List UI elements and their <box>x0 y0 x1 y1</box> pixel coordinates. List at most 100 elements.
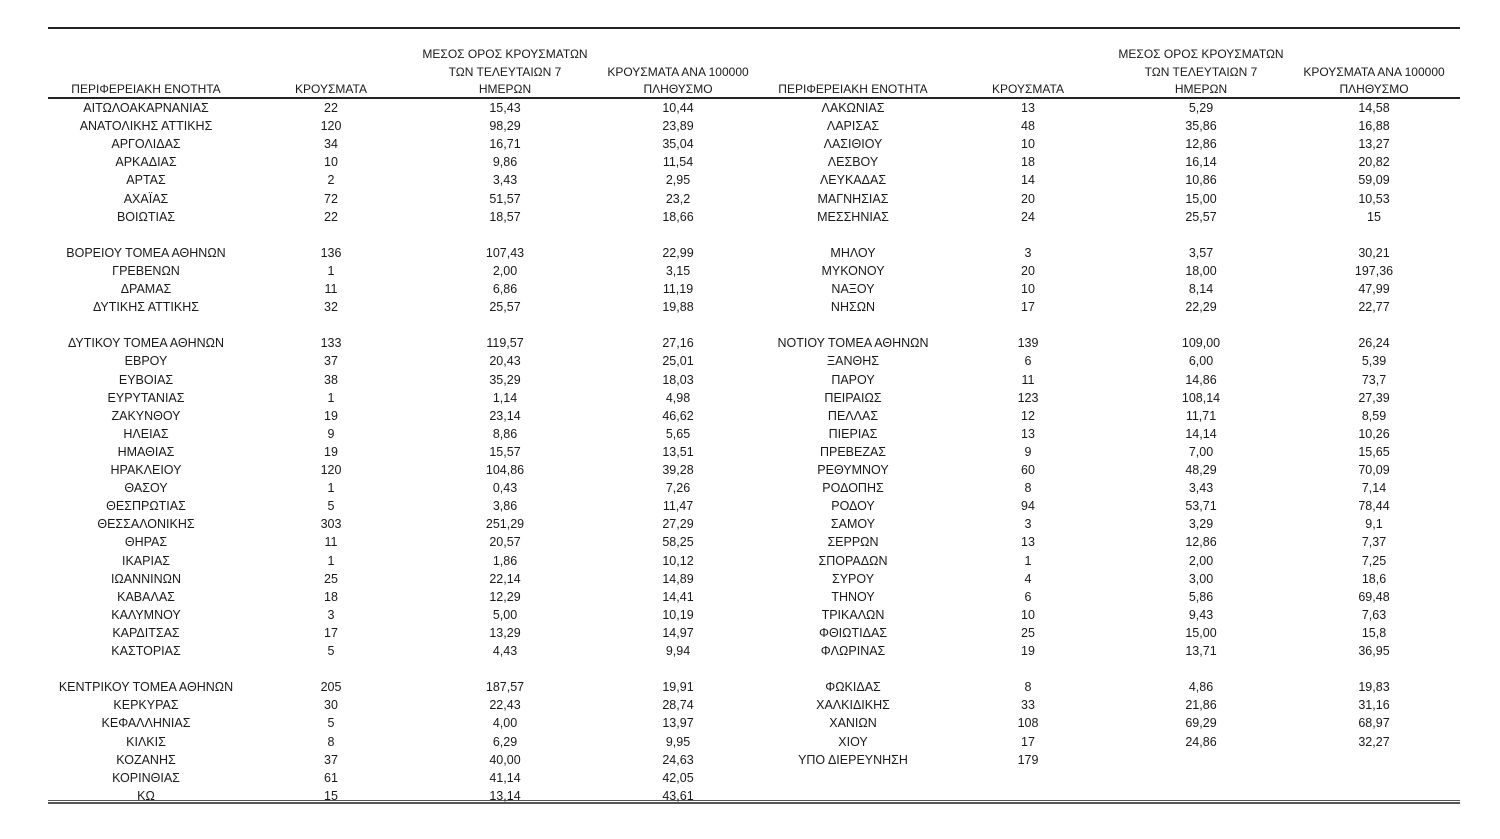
right-cases-cell: 20 <box>1021 263 1035 278</box>
right-avg-7day-cell: 108,14 <box>1181 390 1221 405</box>
right-cases-cell: 139 <box>1017 336 1039 351</box>
left-cases-cell: 5 <box>327 716 335 731</box>
left-per100k-cell: 10,19 <box>662 607 694 622</box>
right-avg-7day-cell: 8,14 <box>1188 282 1214 296</box>
left-cases-cell: 34 <box>324 137 338 152</box>
left-cases-cell: 30 <box>324 698 338 713</box>
left-per100k-cell: 3,15 <box>665 263 691 278</box>
left-region-cell: ΚΑΡΔΙΤΣΑΣ <box>112 625 180 640</box>
right-header-avg-2: ΤΩΝ ΤΕΛΕΥΤΑΙΩΝ 7 <box>1144 64 1258 79</box>
right-avg-7day-cell: 7,00 <box>1188 444 1214 459</box>
left-avg-7day-cell: 6,29 <box>492 734 518 749</box>
right-region-cell: ΧΑΛΚΙΔΙΚΗΣ <box>816 698 890 713</box>
right-cases-cell: 4 <box>1024 571 1032 586</box>
left-region-cell: ΚΑΒΑΛΑΣ <box>117 589 175 604</box>
right-avg-7day-cell: 15,00 <box>1185 191 1217 206</box>
left-cases-cell: 11 <box>324 535 338 550</box>
right-per100k-cell: 5,39 <box>1361 354 1387 369</box>
right-region-cell: ΥΠΟ ΔΙΕΡΕΥΝΗΣΗ <box>798 752 908 767</box>
left-avg-7day-cell: 13,14 <box>489 788 521 803</box>
left-avg-7day-cell: 0,43 <box>492 481 518 496</box>
right-avg-7day-cell: 10,86 <box>1185 173 1217 188</box>
left-cases-cell: 303 <box>320 517 342 532</box>
right-avg-7day-cell: 11,71 <box>1185 408 1217 423</box>
left-per100k-cell: 18,66 <box>662 209 694 224</box>
right-cases-cell: 94 <box>1021 499 1035 514</box>
right-cases-cell: 1 <box>1024 553 1032 568</box>
left-per100k-cell: 18,03 <box>662 372 694 387</box>
left-cases-cell: 1 <box>327 390 335 405</box>
left-region-cell: ΑΡΓΟΛΙΔΑΣ <box>111 137 181 152</box>
left-avg-7day-cell: 4,00 <box>492 716 518 731</box>
right-cases-cell: 123 <box>1017 390 1039 405</box>
left-cases-cell: 32 <box>324 300 338 315</box>
right-per100k-cell: 69,48 <box>1358 589 1390 604</box>
left-region-cell: ΚΟΡΙΝΘΙΑΣ <box>112 770 180 785</box>
left-per100k-cell: 13,51 <box>662 444 694 459</box>
right-per100k-cell: 18,6 <box>1361 571 1387 586</box>
left-cases-cell: 136 <box>320 245 342 260</box>
right-per100k-cell: 68,97 <box>1358 716 1390 731</box>
right-per100k-cell: 7,25 <box>1361 553 1387 568</box>
left-region-cell: ΘΕΣΠΡΩΤΙΑΣ <box>106 499 186 514</box>
left-per100k-cell: 2,95 <box>665 173 691 188</box>
right-avg-7day-cell: 15,00 <box>1185 625 1217 640</box>
right-avg-7day-cell: 12,86 <box>1185 137 1217 152</box>
right-per100k-cell: 26,24 <box>1358 336 1390 351</box>
right-region-cell: ΠΑΡΟΥ <box>831 372 875 387</box>
left-cases-cell: 19 <box>324 408 338 423</box>
right-region-cell: ΠΕΛΛΑΣ <box>827 408 879 423</box>
right-header-per100k-1: ΚΡΟΥΣΜΑΤΑ ΑΝΑ 100000 <box>1303 64 1445 79</box>
right-cases-cell: 33 <box>1021 698 1035 713</box>
right-region-cell: ΛΑΣΙΘΙΟΥ <box>823 137 883 152</box>
left-avg-7day-cell: 4,43 <box>492 644 518 658</box>
right-avg-7day-cell: 25,57 <box>1185 209 1217 224</box>
left-region-cell: ΙΚΑΡΙΑΣ <box>121 553 171 568</box>
right-avg-7day-cell: 18,00 <box>1185 263 1217 278</box>
left-avg-7day-cell: 5,00 <box>492 607 518 622</box>
left-header-cases: ΚΡΟΥΣΜΑΤΑ <box>295 82 367 96</box>
left-per100k-cell: 10,44 <box>662 101 694 115</box>
right-avg-7day-cell: 35,86 <box>1185 119 1217 134</box>
right-region-cell: ΝΗΣΩΝ <box>830 300 876 315</box>
right-cases-cell: 12 <box>1021 408 1035 423</box>
left-cases-cell: 1 <box>327 481 335 496</box>
left-avg-7day-cell: 18,57 <box>489 209 521 224</box>
left-avg-7day-cell: 13,29 <box>489 625 521 640</box>
left-avg-7day-cell: 20,43 <box>489 354 521 369</box>
left-cases-cell: 10 <box>324 155 338 170</box>
right-avg-7day-cell: 48,29 <box>1185 463 1217 477</box>
bottom-rule <box>48 800 1460 801</box>
left-avg-7day-cell: 35,29 <box>489 372 521 387</box>
right-per100k-cell: 15,8 <box>1361 625 1387 640</box>
right-cases-cell: 10 <box>1021 607 1035 622</box>
right-region-cell: ΠΙΕΡΙΑΣ <box>828 426 878 441</box>
left-region-cell: ΒΟΙΩΤΙΑΣ <box>116 209 176 224</box>
right-cases-cell: 8 <box>1024 481 1032 496</box>
left-cases-cell: 25 <box>324 571 338 586</box>
right-cases-cell: 14 <box>1021 173 1035 188</box>
right-per100k-cell: 78,44 <box>1358 499 1390 514</box>
right-avg-7day-cell: 3,00 <box>1188 571 1214 586</box>
left-header-per100k-2: ΠΛΗΘΥΣΜΟ <box>643 82 713 96</box>
left-avg-7day-cell: 2,00 <box>492 263 518 278</box>
left-avg-7day-cell: 51,57 <box>489 191 521 206</box>
left-header-avg-3: ΗΜΕΡΩΝ <box>478 82 532 96</box>
right-region-cell: ΜΕΣΣΗΝΙΑΣ <box>817 209 889 224</box>
right-header-region: ΠΕΡΙΦΕΡΕΙΑΚΗ ΕΝΟΤΗΤΑ <box>778 82 928 96</box>
right-cases-cell: 11 <box>1021 372 1035 387</box>
right-cases-cell: 10 <box>1021 282 1035 296</box>
left-per100k-cell: 43,61 <box>662 788 694 803</box>
left-cases-cell: 72 <box>324 191 338 206</box>
right-per100k-cell: 22,77 <box>1358 300 1390 315</box>
left-avg-7day-cell: 6,86 <box>492 282 518 296</box>
right-per100k-cell: 30,21 <box>1358 245 1390 260</box>
left-region-cell: ΗΡΑΚΛΕΙΟΥ <box>110 463 182 477</box>
left-per100k-cell: 14,41 <box>662 589 694 604</box>
left-cases-cell: 15 <box>324 788 338 803</box>
left-cases-cell: 120 <box>320 119 342 134</box>
left-region-cell: ΚΕΡΚΥΡΑΣ <box>113 698 179 713</box>
right-region-cell: ΤΗΝΟΥ <box>831 589 875 604</box>
right-per100k-cell: 15 <box>1367 209 1381 224</box>
left-avg-7day-cell: 107,43 <box>485 245 525 260</box>
